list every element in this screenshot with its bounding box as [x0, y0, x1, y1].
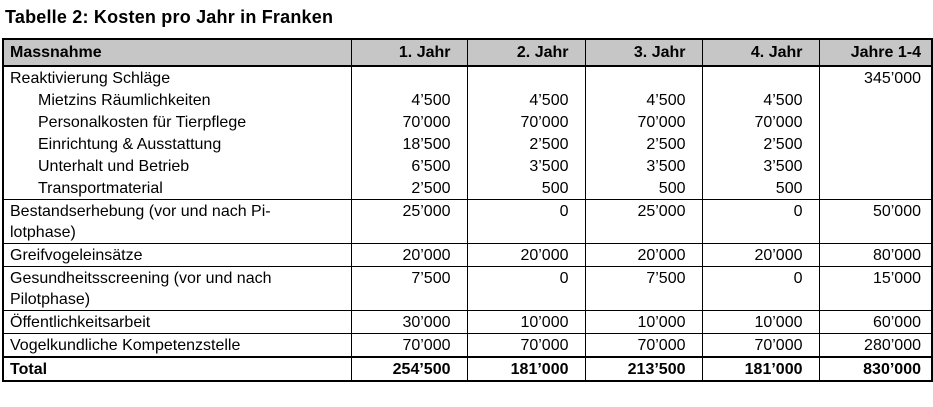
cell-value [350, 66, 467, 89]
cell-value: 2’500 [466, 133, 585, 155]
cell-value: 181’000 [466, 357, 585, 381]
cell-value: 7’500 [584, 266, 702, 311]
row-label: Total [10, 361, 48, 378]
row-label: Bestandserhebung (vor und nach Pi- lotph… [10, 203, 271, 241]
cell-value: 25’000 [584, 199, 702, 244]
cell-value: 18’500 [350, 133, 467, 155]
cell-value [818, 89, 932, 111]
table-row: Mietzins Räumlichkeiten 4’500 4’500 4’50… [3, 89, 932, 111]
table-row: Greifvogeleinsätze 20’000 20’000 20’000 … [3, 243, 932, 267]
row-label: Greifvogeleinsätze [10, 247, 143, 264]
col-header-jahr-3: 3. Jahr [584, 39, 702, 66]
cell-value: 60’000 [818, 310, 932, 334]
col-header-massnahme: Massnahme [10, 44, 102, 61]
table-row: Vogelkundliche Kompetenzstelle 70’000 70… [3, 333, 932, 357]
cell-value: 70’000 [350, 111, 467, 133]
cell-value: 181’000 [701, 357, 819, 381]
cell-value: 4’500 [584, 89, 702, 111]
cell-value: 50’000 [818, 199, 932, 244]
cell-value: 500 [466, 177, 585, 200]
cell-value: 15’000 [818, 266, 932, 311]
col-header-jahr-2: 2. Jahr [466, 39, 585, 66]
table-row: Reaktivierung Schläge 345’000 [3, 66, 932, 89]
cell-value [584, 66, 702, 89]
row-label: Mietzins Räumlichkeiten [38, 92, 211, 109]
table-row: Gesundheitsscreening (vor und nach Pilot… [3, 266, 932, 311]
row-label: Reaktivierung Schläge [10, 70, 171, 87]
cell-value: 6’500 [350, 155, 467, 177]
row-label: Einrichtung & Ausstattung [38, 136, 222, 153]
col-header-jahre-1-4: Jahre 1-4 [818, 39, 932, 66]
table-row: Personalkosten für Tierpflege 70’000 70’… [3, 111, 932, 133]
cell-value: 500 [701, 177, 819, 200]
cell-value [818, 177, 932, 200]
cell-value: 3’500 [701, 155, 819, 177]
cell-value: 0 [701, 266, 819, 311]
cell-value: 213’500 [584, 357, 702, 381]
cell-value [701, 66, 819, 89]
row-label: Personalkosten für Tierpflege [38, 114, 247, 131]
cell-value: 2’500 [701, 133, 819, 155]
cell-value: 70’000 [584, 333, 702, 357]
cell-value: 0 [466, 266, 585, 311]
cell-value: 4’500 [466, 89, 585, 111]
cell-value [466, 66, 585, 89]
cell-value: 500 [584, 177, 702, 200]
col-header-jahr-1: 1. Jahr [350, 39, 467, 66]
row-label: Vogelkundliche Kompetenzstelle [10, 337, 241, 354]
cell-value: 70’000 [701, 333, 819, 357]
table-caption: Tabelle 2: Kosten pro Jahr in Franken [5, 7, 334, 27]
cell-value: 254’500 [350, 357, 467, 381]
cell-value: 10’000 [584, 310, 702, 334]
total-row: Total 254’500 181’000 213’500 181’000 83… [3, 357, 932, 381]
cell-value: 25’000 [350, 199, 467, 244]
cell-value: 2’500 [350, 177, 467, 200]
cell-value: 830’000 [818, 357, 932, 381]
cell-value: 4’500 [701, 89, 819, 111]
cell-value: 7’500 [350, 266, 467, 311]
cell-value: 20’000 [350, 243, 467, 267]
cell-value: 345’000 [818, 66, 932, 89]
table-row: Öffentlichkeitsarbeit 30’000 10’000 10’0… [3, 310, 932, 334]
cell-value: 70’000 [466, 333, 585, 357]
cell-value: 4’500 [350, 89, 467, 111]
row-label: Öffentlichkeitsarbeit [10, 314, 151, 331]
cell-value: 70’000 [350, 333, 467, 357]
cell-value: 70’000 [701, 111, 819, 133]
cell-value: 20’000 [701, 243, 819, 267]
cell-value: 20’000 [584, 243, 702, 267]
col-header-jahr-4: 4. Jahr [701, 39, 819, 66]
cell-value: 10’000 [701, 310, 819, 334]
row-label: Gesundheitsscreening (vor und nach Pilot… [10, 270, 272, 308]
table-row: Einrichtung & Ausstattung 18’500 2’500 2… [3, 133, 932, 155]
header-row: Massnahme 1. Jahr 2. Jahr 3. Jahr 4. Jah… [3, 39, 932, 66]
cell-value: 280’000 [818, 333, 932, 357]
cell-value: 3’500 [466, 155, 585, 177]
table-row: Transportmaterial 2’500 500 500 500 [3, 177, 932, 200]
cell-value: 0 [466, 199, 585, 244]
cell-value [818, 155, 932, 177]
cell-value: 2’500 [584, 133, 702, 155]
cell-value: 0 [701, 199, 819, 244]
cell-value: 70’000 [584, 111, 702, 133]
cell-value [818, 111, 932, 133]
table-row: Bestandserhebung (vor und nach Pi- lotph… [3, 199, 932, 244]
cell-value: 80’000 [818, 243, 932, 267]
cell-value [818, 133, 932, 155]
cell-value: 30’000 [350, 310, 467, 334]
row-label: Unterhalt und Betrieb [38, 158, 190, 175]
cell-value: 70’000 [466, 111, 585, 133]
cell-value: 20’000 [466, 243, 585, 267]
cost-table: Massnahme 1. Jahr 2. Jahr 3. Jahr 4. Jah… [2, 38, 933, 382]
cell-value: 3’500 [584, 155, 702, 177]
row-label: Transportmaterial [38, 180, 163, 197]
cell-value: 10’000 [466, 310, 585, 334]
table-row: Unterhalt und Betrieb 6’500 3’500 3’500 … [3, 155, 932, 177]
